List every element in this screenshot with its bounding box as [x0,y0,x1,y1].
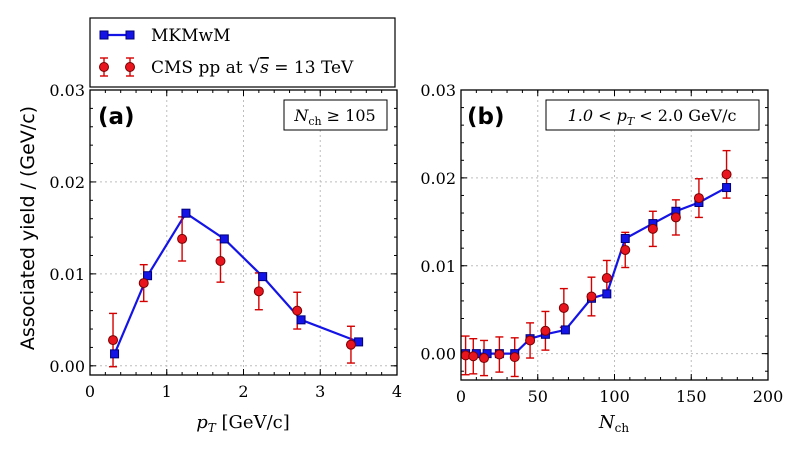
panel-b-data-point [721,169,732,180]
y-axis-label: Associated yield / (GeV/c) [17,106,39,350]
panel-a-ticks: 0 1 2 3 4 0.00 0.01 0.02 0.03 [49,81,402,401]
panel-b-data-point [479,353,490,364]
panel-a-model-point [181,208,191,218]
panel-b-ytick-label-0: 0.00 [420,345,456,364]
legend-data-label: CMS pp at √s = 13 TeV [151,56,354,78]
panel-a-data-point [138,278,149,289]
panel-a-model-point [143,271,153,281]
panel-a-xtick-label-0: 0 [85,382,95,401]
legend-model-marker-left [99,30,109,40]
panel-b-data-point [693,193,704,204]
panel-a-xtick-label-3: 3 [315,382,325,401]
panel-b-data-point [670,212,681,223]
panel-b-data-point [620,244,631,255]
panel-a-model-point [296,315,306,325]
panel-a-data-point [215,256,226,266]
legend-model-marker-right [125,30,135,40]
panel-b-ticks: 0 50 100 150 200 0.00 0.01 0.02 0.03 [420,81,783,406]
panel-a-xtick-label-1: 1 [162,382,172,401]
panel-a-data-point [292,305,303,316]
panel-b-ytick-label-2: 0.02 [420,169,456,188]
panel-a-data-point [253,286,264,297]
panel-a-xtick-label-4: 4 [392,382,402,401]
panel-b-data-point [494,349,505,360]
panel-a-data-point [345,339,356,350]
panel-a-x-axis-label: pT [GeV/c] [196,412,290,435]
panel-b-xtick-label-3: 150 [676,387,707,406]
panel-b-xtick-label-2: 100 [599,387,630,406]
panel-b-data-point [647,223,658,234]
panel-b-ytick-label-3: 0.03 [420,81,456,100]
panel-a-model-line [113,211,360,355]
panel-b-model-point [560,325,570,335]
panel-b-data-point [525,335,536,346]
panel-a-data-point [177,233,188,244]
panel-a-ytick-label-0: 0.00 [49,357,85,376]
panel-a-frame [89,89,398,376]
panel-b-data-point [468,351,479,362]
panel-a-model-point [258,272,268,282]
panel-b-xtick-label-0: 0 [456,387,466,406]
panel-b-annotation: 1.0 < pT < 2.0 GeV/c [568,106,737,128]
panel-b-label: (b) [467,104,505,130]
panel-b-model-point [722,183,732,193]
panel-a-model-point [219,234,229,244]
panel-a-label: (a) [98,104,135,130]
panel-a-xtick-label-2: 2 [238,382,248,401]
panel-a-ytick-label-2: 0.02 [49,173,85,192]
panel-a-model-point [110,349,120,359]
panel-b-data-point [509,352,520,363]
panel-b-model-line [465,186,728,355]
panel-b-model-point [620,234,630,244]
legend-data-marker-left [99,62,109,72]
panel-b-xtick-label-4: 200 [753,387,784,406]
panel-a-data [108,208,364,368]
panel-b-x-axis-label: Nch [598,412,629,435]
panel-a-annotation: Nch ≥ 105 [293,106,375,128]
panel-b-xtick-label-1: 50 [528,387,548,406]
panel-a-annotation-box [283,99,388,131]
panel-b-data-point [540,325,551,336]
panel-b-data [460,149,732,378]
panel-a-ytick-label-1: 0.01 [49,265,85,284]
panel-b-data-point [586,291,597,302]
panel-a-ytick-label-3: 0.03 [49,81,85,100]
panel-b: 0 50 100 150 200 0.00 0.01 0.02 0.03 (b) 1.0 < p… [420,81,783,435]
panel-a: 0 1 2 3 4 0.00 0.01 0.02 0.03 (a) Nch ≥ 105 pT [… [49,81,402,435]
panel-b-frame [460,89,769,381]
legend-frame [89,17,396,88]
panel-a-data-point [108,335,119,346]
panel-b-ytick-label-1: 0.01 [420,257,456,276]
panel-b-model-point [602,289,612,299]
legend-model-label: MKMwM [151,26,230,46]
panel-b-data-point [601,273,612,284]
panel-b-annotation-box [545,99,760,131]
legend-data-marker-right [125,62,135,72]
panel-b-grid [461,89,768,380]
legend: MKMwM CMS pp at √s = 13 TeV [89,17,396,88]
panel-b-data-point [558,302,569,313]
